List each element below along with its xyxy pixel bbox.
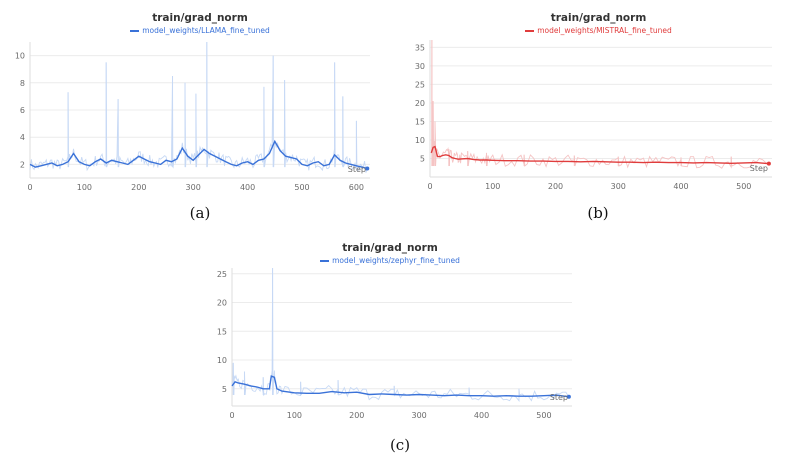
y-tick-label: 35 — [415, 43, 425, 52]
chart-panel-b: train/grad_norm model_weights/MISTRAL_fi… — [400, 0, 797, 230]
x-tick-label: 500 — [294, 183, 309, 192]
y-tick-label: 25 — [415, 80, 425, 89]
figure-caption: (a) — [189, 204, 211, 222]
series-raw-line — [29, 41, 368, 173]
y-tick-label: 25 — [217, 270, 227, 279]
x-tick-label: 200 — [131, 183, 146, 192]
x-tick-label: 0 — [427, 182, 432, 191]
y-tick-label: 5 — [420, 154, 425, 163]
x-tick-label: 400 — [240, 183, 255, 192]
x-tick-label: 200 — [548, 182, 563, 191]
y-tick-label: 10 — [217, 356, 227, 365]
series-end-point — [365, 166, 370, 171]
chart-title: train/grad_norm — [550, 12, 647, 24]
legend-label: model_weights/LLAMA_fine_tuned — [142, 26, 270, 35]
figure-caption: (b) — [587, 204, 609, 222]
x-tick-label: 0 — [229, 411, 234, 420]
legend: model_weights/zephyr_fine_tuned — [190, 256, 590, 265]
x-tick-label: 600 — [349, 183, 364, 192]
x-tick-label: 400 — [474, 411, 489, 420]
x-tick-label: 0 — [27, 183, 32, 192]
x-axis-label: Step — [550, 393, 568, 402]
x-tick-label: 100 — [287, 411, 302, 420]
plot-area: 5 10 15 20 25 30 35 0 100 200 300 400 500 Step — [415, 39, 772, 191]
y-tick-label: 6 — [20, 106, 25, 115]
x-axis-label: Step — [348, 165, 366, 174]
chart-title: train/grad_norm — [152, 12, 248, 24]
plot-area: 5 10 15 20 25 0 100 200 300 400 500 Step — [217, 267, 572, 420]
x-tick-label: 400 — [673, 182, 688, 191]
series-line — [29, 139, 368, 170]
x-tick-label: 100 — [77, 183, 92, 192]
legend-swatch — [320, 260, 330, 262]
x-tick-label: 300 — [611, 182, 626, 191]
chart-panel-c: train/grad_norm model_weights/zephyr_fin… — [190, 232, 590, 460]
x-tick-label: 300 — [412, 411, 427, 420]
y-tick-label: 15 — [415, 117, 425, 126]
legend: model_weights/LLAMA_fine_tuned — [0, 26, 400, 35]
chart-title: train/grad_norm — [342, 242, 438, 254]
series-raw-line — [431, 39, 770, 169]
x-tick-label: 300 — [186, 183, 201, 192]
y-tick-label: 4 — [20, 133, 25, 142]
legend-swatch — [525, 30, 535, 32]
x-tick-label: 200 — [349, 411, 364, 420]
series-end-point — [566, 394, 571, 399]
x-tick-label: 500 — [736, 182, 751, 191]
legend-label: model_weights/zephyr_fine_tuned — [332, 256, 460, 265]
x-tick-label: 500 — [536, 411, 551, 420]
series-end-point — [766, 161, 771, 166]
y-tick-label: 2 — [20, 160, 25, 169]
x-axis-label: Step — [750, 164, 768, 173]
y-tick-label: 10 — [415, 136, 425, 145]
y-tick-label: 15 — [217, 327, 227, 336]
figure-caption: (c) — [389, 436, 411, 454]
y-tick-label: 5 — [222, 385, 227, 394]
y-tick-label: 8 — [20, 79, 25, 88]
series-raw-line — [231, 267, 570, 402]
series-line — [231, 375, 569, 398]
legend: model_weights/MISTRAL_fine_tuned — [400, 26, 797, 35]
legend-label: model_weights/MISTRAL_fine_tuned — [537, 26, 672, 35]
x-tick-label: 100 — [485, 182, 500, 191]
y-tick-label: 20 — [217, 299, 227, 308]
y-tick-label: 10 — [15, 52, 25, 61]
y-tick-label: 30 — [415, 62, 425, 71]
chart-panel-a: train/grad_norm model_weights/LLAMA_fine… — [0, 0, 400, 230]
y-tick-label: 20 — [415, 99, 425, 108]
series-line — [430, 145, 769, 165]
legend-swatch — [130, 30, 140, 32]
